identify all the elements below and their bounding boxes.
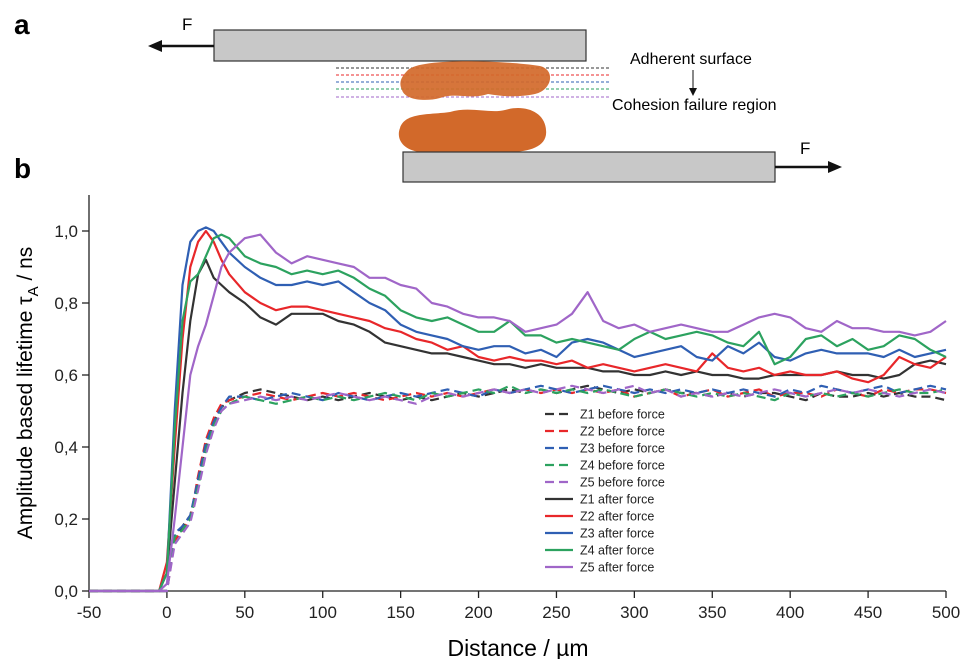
y-tick-label: 0,0 — [54, 582, 78, 601]
y-tick-label: 1,0 — [54, 222, 78, 241]
legend: Z1 before force Z2 before force Z3 before … — [545, 408, 665, 575]
x-tick-label: 100 — [309, 603, 337, 622]
lower-blob — [398, 108, 547, 152]
annotation: Adherent surface — [630, 51, 752, 68]
top-plate — [213, 29, 587, 62]
series-line — [89, 233, 947, 593]
arrow-head — [689, 88, 697, 96]
y-tick-label: 0,4 — [54, 438, 78, 457]
x-tick-label: 300 — [620, 603, 648, 622]
x-tick-label: 0 — [162, 603, 171, 622]
force-label: F — [182, 15, 192, 34]
series-line — [89, 384, 947, 593]
series-line — [89, 384, 947, 593]
y-title-main: Amplitude based lifetime τ — [14, 296, 37, 540]
y-axis-title: Amplitude based lifetime τA / ns — [14, 247, 42, 540]
x-axis-title: Distance / µm — [447, 635, 588, 659]
series-line — [89, 229, 947, 593]
legend-label: Z3 before force — [580, 442, 665, 456]
x-tick-label: 350 — [698, 603, 726, 622]
arrow-head — [148, 40, 162, 52]
series-line — [89, 388, 947, 593]
y-title-sub: A — [25, 286, 42, 296]
x-tick-label: 250 — [542, 603, 570, 622]
x-tick-label: 200 — [464, 603, 492, 622]
panel-label: b — [14, 153, 31, 184]
y-tick-label: 0,2 — [54, 510, 78, 529]
arrow-head — [828, 161, 842, 173]
y-tick-label: 0,8 — [54, 294, 78, 313]
legend-label: Z1 before force — [580, 408, 665, 422]
diagram: F F Adherent surface Cohesion failure re… — [148, 15, 842, 183]
force-label: F — [800, 139, 810, 158]
legend-label: Z5 after force — [580, 561, 654, 575]
series-line — [89, 226, 947, 593]
x-tick-label: -50 — [77, 603, 102, 622]
legend-label: Z3 after force — [580, 527, 654, 541]
bottom-plate — [402, 151, 776, 183]
legend-label: Z1 after force — [580, 493, 654, 507]
series-line — [89, 384, 947, 593]
y-tick-label: 0,6 — [54, 366, 78, 385]
panel-label: a — [14, 9, 30, 40]
series-line — [89, 258, 947, 593]
annotation: Cohesion failure region — [612, 97, 777, 114]
x-tick-label: 500 — [932, 603, 960, 622]
legend-label: Z2 before force — [580, 425, 665, 439]
x-tick-label: 50 — [235, 603, 254, 622]
legend-label: Z4 before force — [580, 459, 665, 473]
legend-label: Z2 after force — [580, 510, 654, 524]
legend-label: Z5 before force — [580, 476, 665, 490]
upper-blob — [400, 61, 551, 100]
series-line — [89, 384, 947, 593]
x-tick-label: 400 — [776, 603, 804, 622]
y-title-unit: / ns — [14, 247, 37, 287]
x-tick-label: 450 — [854, 603, 882, 622]
legend-label: Z4 after force — [580, 544, 654, 558]
x-tick-label: 150 — [386, 603, 414, 622]
